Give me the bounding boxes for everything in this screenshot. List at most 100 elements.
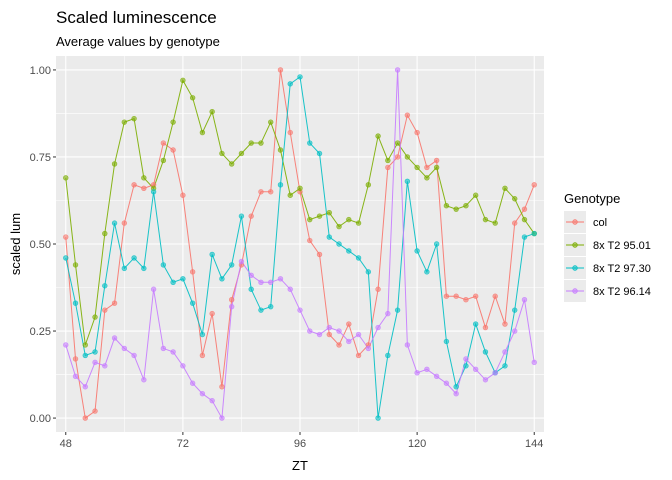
series-4-point (531, 359, 537, 366)
series-3-point (307, 140, 313, 146)
series-3-point (121, 265, 128, 272)
series-4-point (394, 67, 401, 73)
series-3-point (463, 363, 469, 369)
series-4-point (258, 279, 264, 285)
series-2-point (326, 209, 332, 216)
series-2-point (404, 154, 411, 160)
series-4-point (365, 345, 372, 352)
series-4-point (92, 359, 98, 366)
series-3-point (482, 349, 489, 355)
series-1-point (102, 307, 108, 313)
series-4-point (424, 366, 430, 373)
series-2-point (433, 164, 440, 171)
y-axis-title: scaled lum (8, 213, 23, 275)
series-1-point (375, 286, 381, 292)
series-2-point (277, 147, 284, 153)
series-2-point (92, 314, 98, 320)
series-1-point (92, 408, 98, 414)
series-3-point (102, 283, 108, 289)
series-1-point (463, 297, 469, 303)
series-1-point (277, 67, 284, 73)
series-3-point (375, 415, 381, 421)
legend-label: 8x T2 95.01 (593, 240, 651, 252)
series-3-point (355, 255, 362, 261)
legend-key-point (572, 242, 578, 248)
series-2-point (248, 140, 254, 146)
series-1-point (472, 293, 479, 299)
chart-title: Scaled luminescence (56, 8, 217, 27)
series-4-point (307, 328, 313, 334)
series-2-point (170, 119, 176, 125)
series-2-point (287, 192, 293, 198)
series-3-point (336, 241, 342, 247)
series-4-point (375, 324, 381, 331)
series-3-point (277, 182, 284, 188)
series-2-point (346, 216, 352, 223)
series-3-point (228, 262, 235, 268)
y-axis-ticks: 0.00 0.25 0.50 0.75 1.00 (30, 65, 56, 425)
series-2-point (482, 216, 489, 223)
series-2-point (63, 175, 69, 181)
series-4-point (150, 286, 157, 292)
series-3-point (219, 276, 225, 282)
series-2-point (102, 230, 108, 237)
series-4-point (453, 391, 459, 397)
series-4-point (512, 328, 518, 334)
series-1-point (82, 415, 88, 421)
series-4-point (141, 377, 147, 383)
series-3-point (414, 248, 420, 254)
series-1-point (268, 189, 274, 195)
x-tick-label: 96 (294, 438, 306, 450)
series-4-point (433, 373, 440, 379)
series-3-point (531, 230, 537, 237)
series-3-point (404, 178, 411, 185)
series-4-point (209, 397, 215, 404)
series-3-point (209, 251, 215, 258)
series-2-point (219, 150, 225, 157)
series-1-point (160, 140, 167, 146)
series-2-point (121, 119, 128, 125)
legend: Genotype col 8x T2 95.01 8x T2 97.30 8x T2 … (564, 191, 651, 302)
series-1-point (287, 129, 293, 136)
series-4-point (238, 258, 245, 265)
series-4-point (326, 324, 332, 331)
series-1-point (209, 310, 215, 317)
series-3-point (443, 338, 450, 345)
series-2-point (492, 220, 498, 226)
series-4-point (355, 331, 362, 338)
series-3-point (189, 300, 196, 306)
series-2-point (141, 175, 147, 181)
series-2-point (131, 115, 137, 122)
series-1-point (170, 147, 176, 153)
series-3-point (63, 255, 69, 261)
series-2-point (385, 157, 391, 164)
series-2-point (463, 203, 469, 209)
series-3-point (433, 241, 440, 247)
series-3-point (268, 303, 274, 310)
series-2-point (443, 203, 450, 209)
series-3-point (326, 234, 332, 240)
series-3-point (82, 352, 88, 359)
series-2-point (472, 192, 479, 198)
series-2-point (268, 119, 274, 125)
y-tick-label: 0.25 (30, 326, 51, 338)
series-1-point (414, 129, 420, 136)
series-2-point (365, 182, 372, 188)
series-3-point (160, 262, 167, 268)
y-tick-label: 0.00 (30, 413, 51, 425)
series-1-point (63, 234, 69, 240)
series-2-point (199, 129, 206, 136)
series-4-point (160, 345, 167, 352)
series-2-point (336, 223, 342, 230)
series-3-point (141, 265, 147, 272)
series-4-point (180, 363, 186, 369)
series-1-point (502, 321, 508, 327)
series-3-point (72, 300, 79, 306)
series-3-point (150, 189, 157, 195)
series-3-point (394, 307, 401, 313)
series-2-point (228, 161, 235, 167)
series-2-point (502, 185, 508, 191)
major-gridlines (56, 56, 544, 432)
series-1-point (521, 206, 528, 212)
